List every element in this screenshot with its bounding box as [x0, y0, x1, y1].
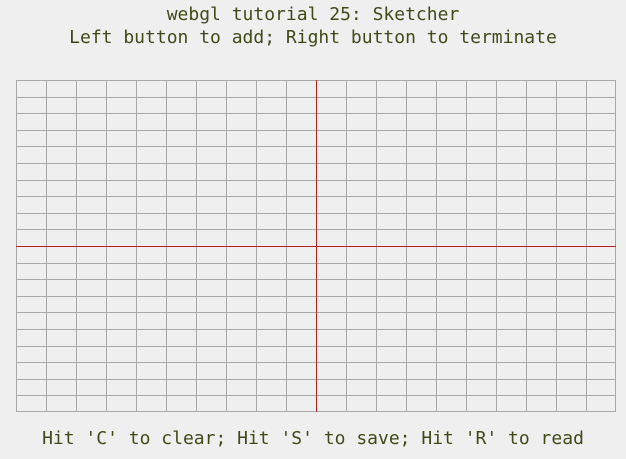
instructions-text: Left button to add; Right button to term…: [69, 27, 557, 48]
page-title: webgl tutorial 25: Sketcher: [166, 4, 460, 25]
keyboard-hint-text: Hit 'C' to clear; Hit 'S' to save; Hit '…: [42, 428, 584, 449]
sketch-canvas[interactable]: [16, 80, 616, 412]
sketch-canvas-container[interactable]: [16, 80, 616, 412]
axis-lines: [16, 80, 616, 412]
